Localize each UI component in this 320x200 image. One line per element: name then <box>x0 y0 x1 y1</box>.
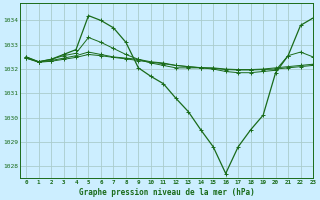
X-axis label: Graphe pression niveau de la mer (hPa): Graphe pression niveau de la mer (hPa) <box>79 188 254 197</box>
